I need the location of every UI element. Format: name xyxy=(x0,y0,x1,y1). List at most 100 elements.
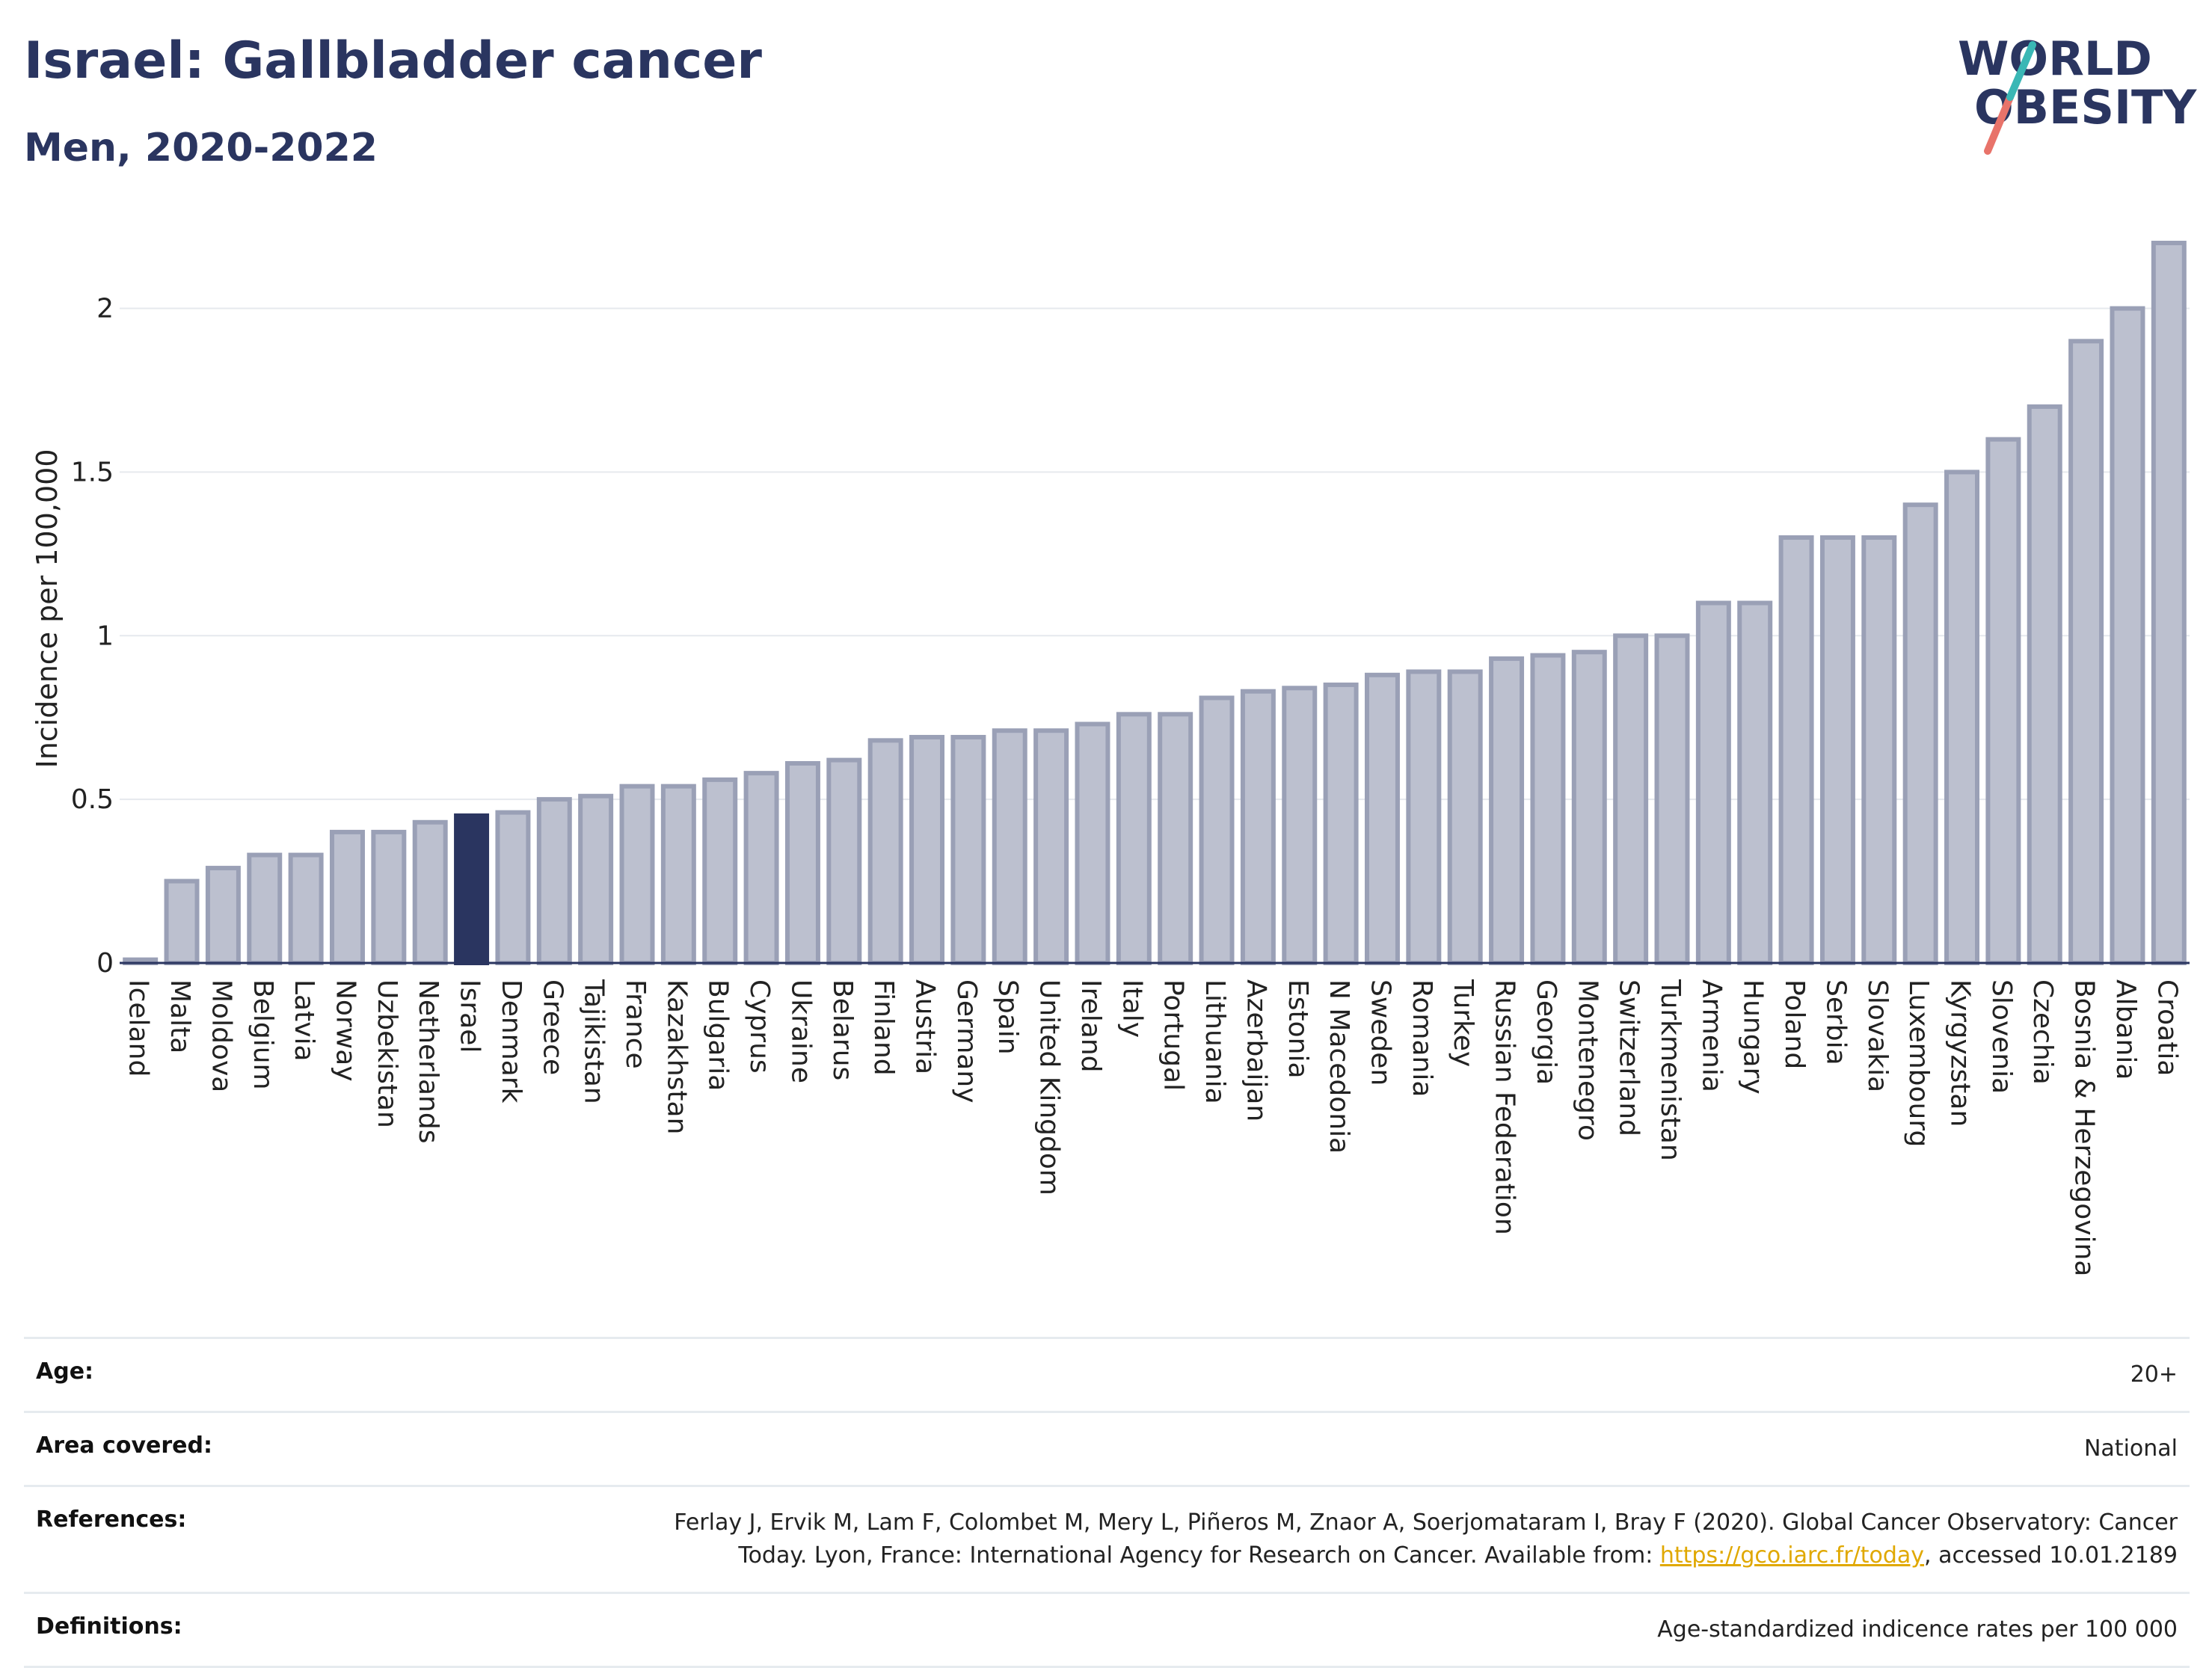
references-text-line2: Today. Lyon, France: International Agenc… xyxy=(738,1542,1660,1569)
bar-russian-federation xyxy=(1489,656,1525,965)
x-tick-label: Tajikistan xyxy=(579,979,609,1104)
y-tick-label: 1.5 xyxy=(71,457,114,487)
x-tick-label: Serbia xyxy=(1820,979,1851,1065)
bar-ukraine xyxy=(784,760,820,966)
x-tick-label: Montenegro xyxy=(1572,979,1603,1141)
bar-georgia xyxy=(1530,653,1566,965)
page-title: Israel: Gallbladder cancer xyxy=(24,31,762,90)
bars xyxy=(123,241,2187,966)
bar-estonia xyxy=(1282,686,1318,965)
x-tick-label: Netherlands xyxy=(413,979,443,1143)
bar-montenegro xyxy=(1571,650,1607,966)
x-tick-label: Cyprus xyxy=(744,979,775,1074)
bar-cyprus xyxy=(743,771,779,965)
bar-turkey xyxy=(1447,669,1483,965)
bar-sweden xyxy=(1364,672,1400,965)
x-tick-label: Kazakhstan xyxy=(661,979,692,1134)
logo-slash-teal xyxy=(2006,41,2036,101)
bar-austria xyxy=(909,734,945,966)
bar-serbia xyxy=(1819,535,1855,965)
y-axis-ticks: 0 0.5 1 1.5 2 xyxy=(71,294,114,979)
y-tick-label: 0.5 xyxy=(71,784,114,815)
x-tick-label: France xyxy=(620,979,651,1069)
references-label: References: xyxy=(36,1507,187,1533)
bar-uzbekistan xyxy=(371,829,407,965)
bar-czechia xyxy=(2027,404,2062,965)
definitions-value: Age-standardized indicence rates per 100… xyxy=(1657,1616,2178,1643)
bar-moldova xyxy=(205,866,241,965)
bar-france xyxy=(619,784,655,966)
info-row-age: Age: 20+ xyxy=(24,1338,2190,1412)
bar-belgium xyxy=(247,852,283,966)
y-tick-label: 2 xyxy=(96,294,114,324)
world-obesity-logo: WORLD OBESITY xyxy=(1958,31,2197,155)
y-axis-title: Incidence per 100,000 xyxy=(31,449,64,768)
x-tick-label: Kyrgyzstan xyxy=(1945,979,1976,1127)
x-tick-label: Czechia xyxy=(2027,979,2058,1085)
bar-israel xyxy=(454,813,490,965)
bar-netherlands xyxy=(412,819,448,965)
bar-romania xyxy=(1406,669,1442,965)
age-label: Age: xyxy=(36,1358,94,1385)
x-tick-label: Georgia xyxy=(1531,979,1561,1085)
bar-n-macedonia xyxy=(1323,682,1359,965)
area-label: Area covered: xyxy=(36,1432,212,1459)
x-tick-label: Iceland xyxy=(123,979,154,1077)
x-tick-label: Russian Federation xyxy=(1490,979,1520,1235)
bar-turkmenistan xyxy=(1654,633,1690,965)
x-tick-label: Ukraine xyxy=(785,979,816,1083)
x-tick-label: Italy xyxy=(1116,979,1147,1038)
bar-poland xyxy=(1778,535,1814,965)
x-tick-label: Turkmenistan xyxy=(1655,979,1686,1161)
x-tick-label: Uzbekistan xyxy=(372,979,402,1128)
x-tick-label: Spain xyxy=(992,979,1023,1055)
x-tick-label: Bosnia & Herzegovina xyxy=(2069,979,2100,1276)
bar-bulgaria xyxy=(702,777,738,965)
x-tick-label: Malta xyxy=(165,979,195,1053)
references-text-line1: Ferlay J, Ervik M, Lam F, Colombet M, Me… xyxy=(674,1509,2178,1536)
y-tick-label: 1 xyxy=(96,621,114,651)
x-tick-label: Denmark xyxy=(496,979,526,1104)
bar-albania xyxy=(2110,306,2145,965)
x-tick-label: Croatia xyxy=(2151,979,2182,1076)
x-tick-label: Poland xyxy=(1779,979,1810,1069)
page-subtitle: Men, 2020-2022 xyxy=(24,126,378,170)
x-tick-label: Slovakia xyxy=(1862,979,1893,1092)
x-tick-label: Israel xyxy=(455,979,485,1053)
bar-armenia xyxy=(1695,600,1731,965)
x-tick-label: Sweden xyxy=(1365,979,1395,1086)
bar-luxembourg xyxy=(1902,502,1938,965)
bar-kazakhstan xyxy=(660,784,696,966)
bar-slovenia xyxy=(1985,437,2021,965)
x-tick-label: Estonia xyxy=(1282,979,1313,1079)
info-row-area: Area covered: National xyxy=(24,1412,2190,1486)
bar-tajikistan xyxy=(578,793,614,965)
x-tick-label: Armenia xyxy=(1696,979,1727,1092)
age-value: 20+ xyxy=(2130,1361,2178,1388)
x-tick-label: Ireland xyxy=(1075,979,1106,1073)
x-tick-label: Slovenia xyxy=(1986,979,2017,1094)
x-tick-label: Romania xyxy=(1407,979,1437,1097)
x-tick-label: Albania xyxy=(2110,979,2141,1080)
bar-latvia xyxy=(288,852,324,966)
x-tick-label: Greece xyxy=(537,979,568,1075)
x-tick-label: Germany xyxy=(951,979,982,1103)
references-link[interactable]: https://gco.iarc.fr/today xyxy=(1659,1542,1925,1569)
x-tick-label: N Macedonia xyxy=(1324,979,1354,1154)
x-tick-label: Moldova xyxy=(206,979,236,1092)
bar-malta xyxy=(164,878,200,966)
x-tick-label: Norway xyxy=(330,979,360,1082)
x-tick-label: Belgium xyxy=(248,979,278,1090)
x-tick-label: Lithuania xyxy=(1199,979,1230,1104)
definitions-label: Definitions: xyxy=(36,1613,182,1640)
bar-ireland xyxy=(1075,721,1110,966)
x-tick-label: Azerbaijan xyxy=(1241,979,1271,1121)
bar-azerbaijan xyxy=(1240,689,1276,965)
bar-italy xyxy=(1116,712,1152,965)
bar-croatia xyxy=(2151,241,2187,965)
y-tick-label: 0 xyxy=(96,948,114,979)
bar-spain xyxy=(992,728,1027,965)
area-value: National xyxy=(2083,1435,2178,1462)
bar-switzerland xyxy=(1613,633,1649,965)
x-tick-label: United Kingdom xyxy=(1034,979,1065,1195)
